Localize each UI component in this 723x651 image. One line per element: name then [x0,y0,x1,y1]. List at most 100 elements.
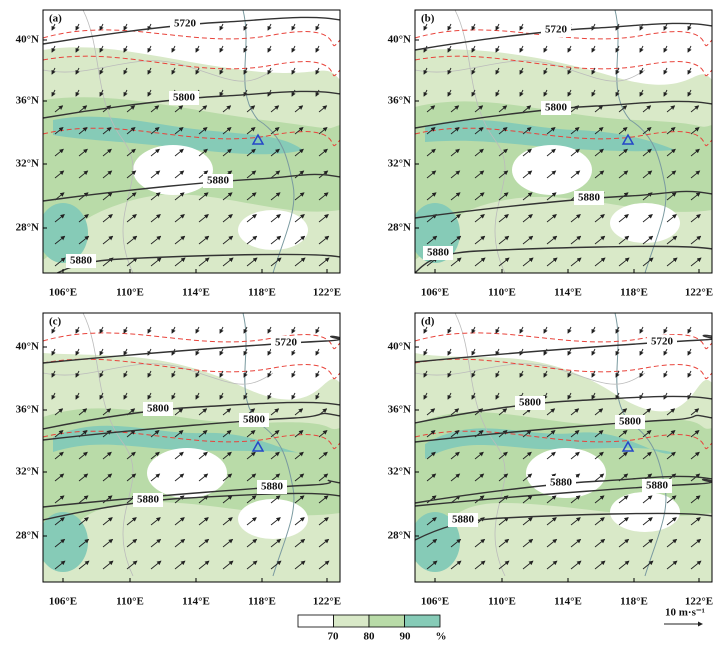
height-contour [43,401,340,430]
rh-low [610,492,680,532]
colorbar-box [404,614,441,628]
rh-low [133,145,213,195]
wind-arrow [174,451,184,460]
border [415,10,646,273]
rh-low [512,145,592,195]
wind-arrow [198,214,209,223]
wind-arrow [543,89,548,97]
wind-arrow [594,451,604,460]
lat-tick-label: 32°N [388,466,411,478]
wind-arrow [690,148,700,157]
contour-label-bg [546,476,576,490]
wind-arrow [99,89,104,97]
wind-arrow [474,473,485,482]
colorbar-label: 80 [364,631,376,643]
wind-arrow [243,45,248,53]
wind-arrow [270,235,282,245]
rh-low [610,203,680,243]
contour-label: 5800 [173,92,196,104]
wind-arrow [174,517,185,526]
wind-arrow [246,257,258,267]
wind-arrow [615,67,620,75]
wind-arrow [150,127,160,135]
colorbar-label: 90 [400,631,412,643]
wind-arrow [690,495,701,504]
station-marker [621,133,635,145]
wind-arrow [195,392,200,400]
wind-arrow [150,430,160,438]
wind-arrow [318,517,329,526]
wind-arrow [75,348,80,356]
wind-arrow [222,127,232,135]
wind-arrow [498,430,508,438]
wind-arrow [171,45,176,53]
lon-tick-label: 110°E [488,287,516,299]
wind-arrow [78,105,88,113]
wind-arrow [246,451,256,460]
wind-arrow [570,214,581,223]
wind-arrow [246,517,257,526]
wind-arrow [270,538,282,548]
rh-90 [53,116,303,155]
wind-arrow [642,560,654,570]
wind-arrow [150,451,160,460]
wind-arrow [522,495,533,504]
wind-arrow [498,257,510,267]
wind-arrow [195,45,200,53]
wind-arrow [450,473,461,482]
wind-arrow [570,235,582,245]
height-contour [43,335,340,364]
wind-arrow [54,430,64,438]
wind-arrow [174,473,185,482]
lon-tick-label: 114°E [554,287,582,299]
lat-tick-label: 28°N [16,530,39,542]
wind-arrow [471,67,476,75]
rh-low [147,448,227,498]
wind-arrow [222,560,234,570]
wind-arrow [75,326,80,334]
wind-arrow [294,473,305,482]
contour-label-bg [257,480,287,494]
lat-tick-label: 36°N [388,95,411,107]
wind-arrow [318,192,329,201]
lat-tick-label: 40°N [16,34,39,46]
wind-arrow [594,495,605,504]
wind-arrow [219,326,224,334]
wind-arrow [102,148,112,157]
colorbar-label: 70 [328,631,340,643]
wind-arrow [687,392,692,400]
contour-label: 5880 [207,175,230,187]
wind-arrow [246,538,258,548]
wind-arrow [594,538,606,548]
wind-arrow [147,370,152,378]
wind-arrow [198,451,208,460]
wind-arrow [618,430,628,438]
wind-arrow [219,348,224,356]
wind-arrow [315,326,320,334]
contour-label-bg [642,479,672,493]
wind-arrow [594,105,604,113]
wind-arrow [594,235,606,245]
wind-arrow [591,89,596,97]
wind-arrow [171,392,176,400]
contour-label: 5880 [578,192,601,204]
height-contour [415,478,712,507]
wind-arrow [570,495,581,504]
wind-arrow [174,257,186,267]
rh-90 [43,512,88,572]
panel-label: (c) [49,316,62,328]
wind-arrow [546,170,557,179]
wind-arrow [222,473,233,482]
height-contour [415,22,712,51]
contour-label: 5880 [137,494,160,506]
wind-arrow [222,495,233,504]
wind-arrow [567,392,572,400]
wind-arrow [426,538,438,548]
wind-arrow [522,473,533,482]
wind-arrow [198,560,210,570]
wind-arrow [267,67,272,75]
wind-arrow [594,148,604,157]
wind-arrow [639,370,644,378]
wind-arrow [687,326,692,334]
wind-arrow [642,148,652,157]
